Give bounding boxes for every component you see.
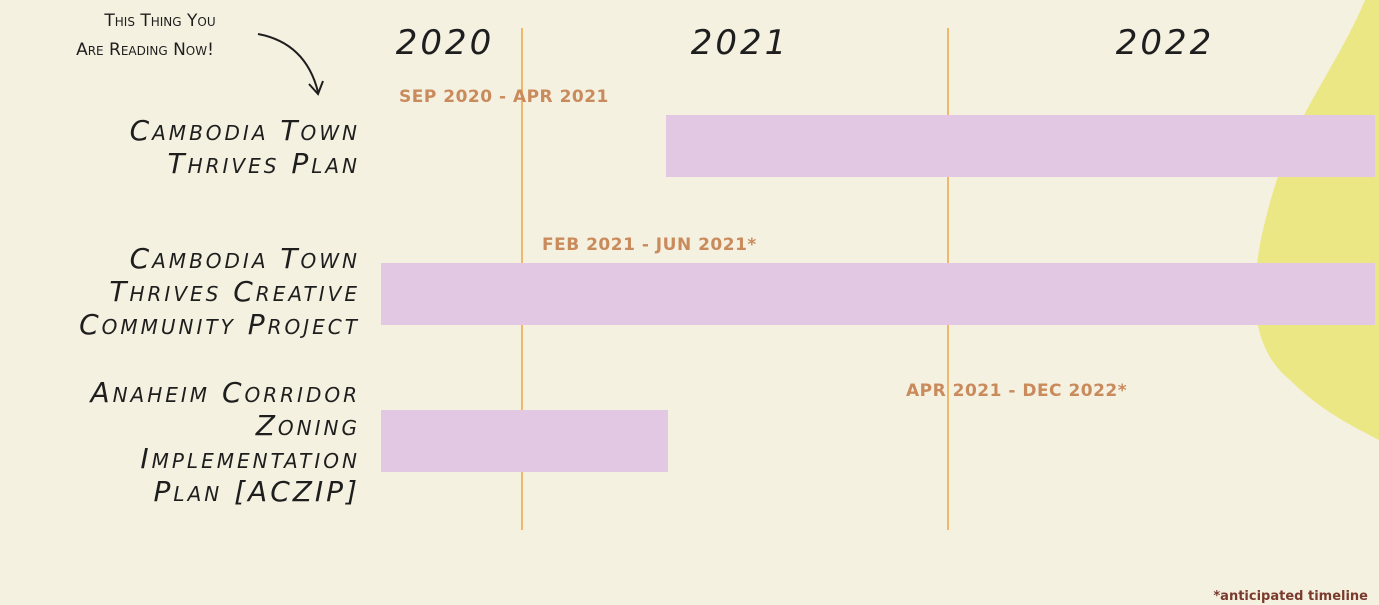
timeline: This Thing You Are Reading Now! 2020 202… bbox=[0, 0, 1379, 605]
timeline-bar bbox=[666, 115, 1375, 177]
date-range: APR 2021 - DEC 2022* bbox=[906, 381, 1127, 401]
row-label: Thrives Creative bbox=[109, 275, 360, 308]
row-label: Cambodia Town bbox=[130, 114, 360, 147]
footnote: *anticipated timeline bbox=[1213, 589, 1368, 604]
row-label: Cambodia Town bbox=[130, 242, 360, 275]
row-label: Anaheim Corridor bbox=[88, 376, 360, 409]
year-label: 2022 bbox=[1116, 23, 1215, 63]
timeline-bar bbox=[381, 410, 668, 472]
year-label: 2021 bbox=[691, 23, 790, 63]
row-label: Thrives Plan bbox=[167, 147, 360, 180]
date-range: SEP 2020 - APR 2021 bbox=[399, 87, 609, 107]
row-label: Implementation bbox=[140, 442, 360, 475]
row-label: Community Project bbox=[79, 308, 360, 341]
annotation-text: Are Reading Now! bbox=[76, 40, 214, 60]
row-label: Plan [ACZIP] bbox=[154, 475, 360, 508]
annotation-text: This Thing You bbox=[103, 11, 215, 31]
year-label: 2020 bbox=[396, 23, 495, 63]
row-label: Zoning bbox=[255, 409, 360, 442]
timeline-bar bbox=[381, 263, 1375, 325]
date-range: FEB 2021 - JUN 2021* bbox=[542, 235, 757, 255]
